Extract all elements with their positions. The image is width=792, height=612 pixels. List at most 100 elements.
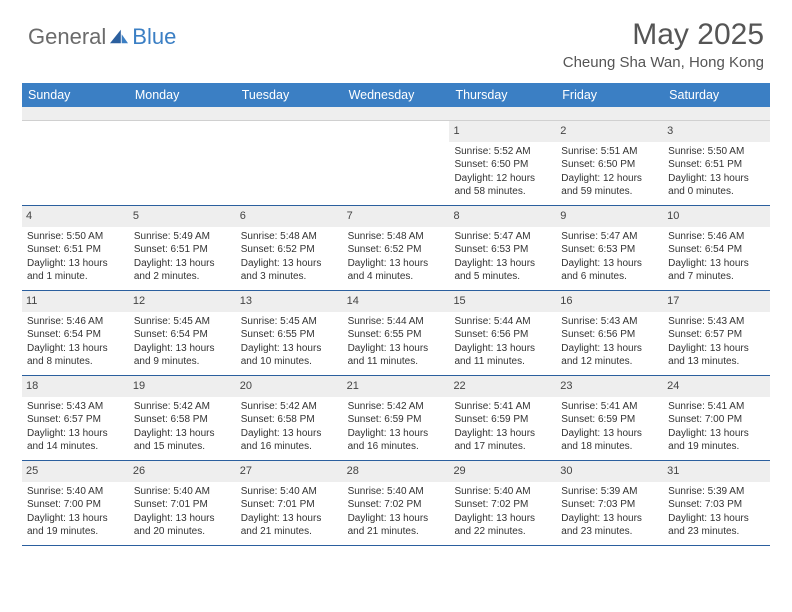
daylight-text: Daylight: 13 hours and 21 minutes. [239, 512, 340, 539]
daylight-text: Daylight: 13 hours and 6 minutes. [559, 257, 660, 284]
day-number: 11 [22, 291, 129, 312]
sunset-text: Sunset: 6:56 PM [452, 328, 553, 342]
sunset-text: Sunset: 6:53 PM [452, 243, 553, 257]
sunrise-text: Sunrise: 5:51 AM [559, 145, 660, 159]
calendar-day-cell: 9 Sunrise: 5:47 AMSunset: 6:53 PMDaylight… [556, 206, 663, 290]
daylight-text: Daylight: 13 hours and 1 minute. [25, 257, 126, 284]
sunrise-text: Sunrise: 5:40 AM [132, 485, 233, 499]
sunrise-text: Sunrise: 5:40 AM [346, 485, 447, 499]
calendar-day-cell: 11 Sunrise: 5:46 AMSunset: 6:54 PMDayligh… [22, 291, 129, 375]
day-number: 22 [449, 376, 556, 397]
daylight-text: Daylight: 13 hours and 13 minutes. [666, 342, 767, 369]
calendar-day-cell: 24Sunrise: 5:41 AMSunset: 7:00 PMDayligh… [663, 376, 770, 460]
sunrise-text: Sunrise: 5:48 AM [239, 230, 340, 244]
daylight-text: Daylight: 13 hours and 11 minutes. [452, 342, 553, 369]
sunrise-text: Sunrise: 5:47 AM [559, 230, 660, 244]
day-number: 12 [129, 291, 236, 312]
calendar-day-cell: 17Sunrise: 5:43 AMSunset: 6:57 PMDayligh… [663, 291, 770, 375]
sunset-text: Sunset: 6:54 PM [666, 243, 767, 257]
sunset-text: Sunset: 7:03 PM [559, 498, 660, 512]
day-number: 17 [663, 291, 770, 312]
day-content: Sunrise: 5:42 AMSunset: 6:59 PMDaylight:… [346, 400, 447, 454]
sunrise-text: Sunrise: 5:39 AM [559, 485, 660, 499]
sunset-text: Sunset: 7:02 PM [346, 498, 447, 512]
sunrise-text: Sunrise: 5:41 AM [666, 400, 767, 414]
calendar-day-cell: 30Sunrise: 5:39 AMSunset: 7:03 PMDayligh… [556, 461, 663, 545]
sunrise-text: Sunrise: 5:43 AM [666, 315, 767, 329]
day-number: 21 [343, 376, 450, 397]
sunset-text: Sunset: 6:59 PM [452, 413, 553, 427]
calendar-week: 4Sunrise: 5:50 AMSunset: 6:51 PMDaylight… [22, 206, 770, 291]
day-number: 19 [129, 376, 236, 397]
day-number: 9 [556, 206, 663, 227]
sunset-text: Sunset: 6:50 PM [559, 158, 660, 172]
calendar-week: 18Sunrise: 5:43 AMSunset: 6:57 PMDayligh… [22, 376, 770, 461]
daylight-text: Daylight: 13 hours and 8 minutes. [25, 342, 126, 369]
daylight-text: Daylight: 12 hours and 58 minutes. [452, 172, 553, 199]
calendar-day-cell: 31 Sunrise: 5:39 AMSunset: 7:03 PMDayligh… [663, 461, 770, 545]
day-number: 31 [663, 461, 770, 482]
day-content: Sunrise: 5:39 AMSunset: 7:03 PMDaylight:… [666, 485, 767, 539]
sunrise-text: Sunrise: 5:50 AM [666, 145, 767, 159]
calendar-day-cell: 1Sunrise: 5:52 AMSunset: 6:50 PMDaylight… [449, 121, 556, 205]
sunrise-text: Sunrise: 5:42 AM [132, 400, 233, 414]
sunset-text: Sunset: 6:52 PM [346, 243, 447, 257]
sunrise-text: Sunrise: 5:52 AM [452, 145, 553, 159]
calendar-day-cell: 26Sunrise: 5:40 AMSunset: 7:01 PMDayligh… [129, 461, 236, 545]
calendar-week: 11 Sunrise: 5:46 AMSunset: 6:54 PMDayligh… [22, 291, 770, 376]
daylight-text: Daylight: 13 hours and 18 minutes. [559, 427, 660, 454]
day-content: Sunrise: 5:48 AMSunset: 6:52 PMDaylight:… [346, 230, 447, 284]
day-content: Sunrise: 5:42 AMSunset: 6:58 PMDaylight:… [239, 400, 340, 454]
sail-icon [108, 28, 130, 46]
day-content: Sunrise: 5:41 AMSunset: 6:59 PMDaylight:… [452, 400, 553, 454]
day-content: Sunrise: 5:46 AMSunset: 6:54 PMDaylight:… [25, 315, 126, 369]
sunrise-text: Sunrise: 5:44 AM [452, 315, 553, 329]
calendar-week: 25Sunrise: 5:40 AMSunset: 7:00 PMDayligh… [22, 461, 770, 546]
daylight-text: Daylight: 13 hours and 3 minutes. [239, 257, 340, 284]
daylight-text: Daylight: 12 hours and 59 minutes. [559, 172, 660, 199]
weekday-header: Tuesday [236, 83, 343, 107]
weekday-header-row: Sunday Monday Tuesday Wednesday Thursday… [22, 83, 770, 107]
calendar-day-cell: 16Sunrise: 5:43 AMSunset: 6:56 PMDayligh… [556, 291, 663, 375]
day-content: Sunrise: 5:46 AMSunset: 6:54 PMDaylight:… [666, 230, 767, 284]
calendar-day-cell: 14Sunrise: 5:44 AMSunset: 6:55 PMDayligh… [343, 291, 450, 375]
day-content: Sunrise: 5:42 AMSunset: 6:58 PMDaylight:… [132, 400, 233, 454]
day-content: Sunrise: 5:41 AMSunset: 7:00 PMDaylight:… [666, 400, 767, 454]
day-content: Sunrise: 5:50 AMSunset: 6:51 PMDaylight:… [666, 145, 767, 199]
sunset-text: Sunset: 7:03 PM [666, 498, 767, 512]
day-number: 15 [449, 291, 556, 312]
weekday-header: Wednesday [343, 83, 450, 107]
calendar-day-cell: 18Sunrise: 5:43 AMSunset: 6:57 PMDayligh… [22, 376, 129, 460]
calendar-day-cell: 15 Sunrise: 5:44 AMSunset: 6:56 PMDayligh… [449, 291, 556, 375]
sunset-text: Sunset: 7:01 PM [239, 498, 340, 512]
header-separator [22, 107, 770, 121]
calendar-day-cell: 19 Sunrise: 5:42 AMSunset: 6:58 PMDayligh… [129, 376, 236, 460]
day-content: Sunrise: 5:48 AMSunset: 6:52 PMDaylight:… [239, 230, 340, 284]
daylight-text: Daylight: 13 hours and 9 minutes. [132, 342, 233, 369]
calendar: Sunday Monday Tuesday Wednesday Thursday… [0, 75, 792, 546]
day-number: 20 [236, 376, 343, 397]
day-content: Sunrise: 5:40 AMSunset: 7:00 PMDaylight:… [25, 485, 126, 539]
weekday-header: Saturday [663, 83, 770, 107]
title-block: May 2025 Cheung Sha Wan, Hong Kong [563, 18, 764, 71]
day-number: 23 [556, 376, 663, 397]
sunrise-text: Sunrise: 5:44 AM [346, 315, 447, 329]
calendar-day-cell: 10Sunrise: 5:46 AMSunset: 6:54 PMDayligh… [663, 206, 770, 290]
calendar-day-cell: 25Sunrise: 5:40 AMSunset: 7:00 PMDayligh… [22, 461, 129, 545]
daylight-text: Daylight: 13 hours and 4 minutes. [346, 257, 447, 284]
calendar-day-cell: 23Sunrise: 5:41 AMSunset: 6:59 PMDayligh… [556, 376, 663, 460]
day-content: Sunrise: 5:44 AMSunset: 6:56 PMDaylight:… [452, 315, 553, 369]
daylight-text: Daylight: 13 hours and 2 minutes. [132, 257, 233, 284]
day-content: Sunrise: 5:45 AMSunset: 6:55 PMDaylight:… [239, 315, 340, 369]
sunrise-text: Sunrise: 5:42 AM [346, 400, 447, 414]
calendar-day-cell: 3Sunrise: 5:50 AMSunset: 6:51 PMDaylight… [663, 121, 770, 205]
day-content: Sunrise: 5:39 AMSunset: 7:03 PMDaylight:… [559, 485, 660, 539]
sunrise-text: Sunrise: 5:47 AM [452, 230, 553, 244]
sunrise-text: Sunrise: 5:41 AM [452, 400, 553, 414]
day-content: Sunrise: 5:40 AMSunset: 7:01 PMDaylight:… [239, 485, 340, 539]
day-content: Sunrise: 5:40 AMSunset: 7:02 PMDaylight:… [452, 485, 553, 539]
calendar-day-cell: 21 Sunrise: 5:42 AMSunset: 6:59 PMDayligh… [343, 376, 450, 460]
day-content: Sunrise: 5:47 AMSunset: 6:53 PMDaylight:… [559, 230, 660, 284]
daylight-text: Daylight: 13 hours and 14 minutes. [25, 427, 126, 454]
sunset-text: Sunset: 6:50 PM [452, 158, 553, 172]
